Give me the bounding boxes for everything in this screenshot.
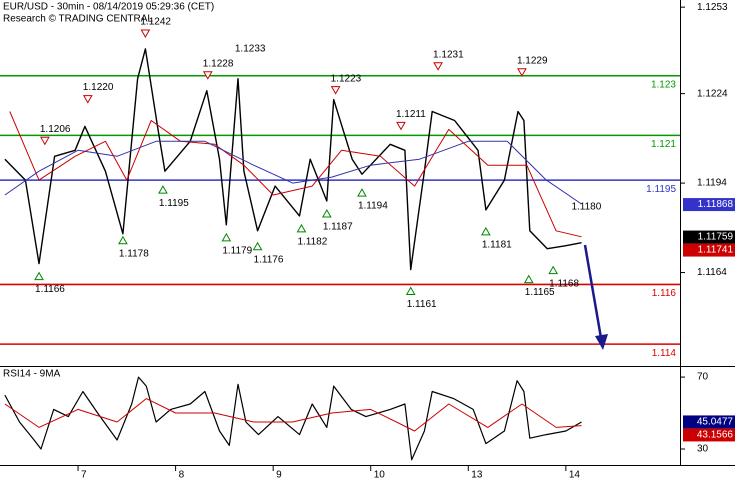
low-marker: [158, 185, 168, 194]
low-label: 1.1195: [159, 198, 189, 209]
y-tick-label: 1.1164: [697, 267, 727, 278]
level-label: 1.116: [652, 288, 677, 299]
high-marker: [82, 95, 93, 104]
low-marker: [357, 188, 367, 197]
x-tick-label: 9: [276, 470, 282, 480]
low-label: 1.1166: [35, 284, 65, 295]
high-label: 1.1220: [83, 82, 114, 93]
low-label: 1.1168: [549, 278, 579, 289]
series-line: [4, 140, 582, 205]
x-tick-label: 10: [374, 470, 386, 480]
y-tick-label: 1.1194: [697, 178, 727, 189]
high-marker: [396, 121, 406, 131]
high-label: 1.1229: [517, 55, 548, 66]
level-label: 1.1195: [646, 184, 676, 195]
price-badge-label: 1.11759: [698, 232, 734, 243]
y-tick-label: 1.1253: [697, 2, 728, 13]
high-marker: [202, 71, 213, 80]
low-marker: [321, 208, 332, 218]
level-label: 1.123: [651, 79, 676, 90]
low-marker: [548, 265, 559, 275]
low-label: 1.1179: [222, 245, 252, 256]
high-label: 1.1228: [203, 58, 234, 69]
series-line: [4, 48, 582, 271]
projection-arrow: [583, 244, 608, 350]
low-label: 1.1194: [358, 201, 388, 212]
high-marker: [40, 136, 50, 146]
low-marker: [221, 232, 232, 242]
x-tick-label: 13: [471, 470, 483, 480]
low-label: 1.1182: [297, 237, 327, 248]
price-badge-label: 45.0477: [697, 417, 734, 428]
low-marker: [480, 226, 491, 236]
low-marker: [405, 286, 416, 296]
price-badge-label: 1.11741: [698, 245, 734, 256]
price-badge-label: 1.11868: [698, 199, 734, 210]
price-badge: [683, 243, 735, 257]
y-tick-label: 1.1224: [697, 88, 728, 99]
price-badge-label: 43.1566: [697, 430, 734, 441]
low-marker: [34, 271, 44, 281]
price-badge: [683, 198, 735, 212]
arrow-head: [595, 334, 608, 350]
x-tick-label: 14: [569, 470, 581, 480]
low-marker: [252, 241, 263, 251]
arrow-shaft: [583, 244, 603, 339]
price-badge: [683, 230, 735, 244]
chart-title: EUR/USD - 30min - 08/14/2019 05:29:36 (C…: [3, 2, 214, 13]
low-label: 1.1176: [254, 254, 284, 265]
high-marker: [517, 68, 527, 77]
low-label: 1.1178: [119, 248, 149, 259]
y-tick-label: 30: [697, 444, 709, 455]
low-label: 1.1187: [323, 222, 353, 233]
price-badge: [683, 415, 735, 429]
high-marker: [140, 29, 151, 38]
x-tick-label: 8: [179, 470, 185, 480]
x-tick-label: 7: [81, 470, 87, 480]
series-line: [9, 111, 582, 238]
high-label: 1.1231: [433, 49, 464, 60]
chart-title: RSI14 - 9MA: [3, 369, 61, 380]
level-label: 1.114: [652, 348, 677, 359]
low-marker: [296, 223, 307, 233]
high-marker: [433, 62, 443, 71]
price-label: 1.1180: [571, 201, 601, 212]
chart-subtitle: Research © TRADING CENTRAL: [3, 14, 153, 25]
series-line: [4, 376, 582, 461]
price-badge: [683, 428, 735, 442]
high-label: 1.1206: [40, 124, 71, 135]
low-label: 1.1181: [482, 240, 512, 251]
series-line: [4, 398, 582, 432]
low-label: 1.1161: [407, 299, 437, 310]
high-label: 1.1223: [331, 73, 362, 84]
high-marker: [330, 86, 341, 95]
y-tick-label: 70: [697, 372, 709, 383]
high-label: 1.1242: [140, 17, 171, 28]
low-label: 1.1165: [525, 287, 555, 298]
low-marker: [118, 235, 128, 245]
low-marker: [523, 274, 534, 284]
price-label: 1.1233: [235, 43, 266, 54]
level-label: 1.121: [651, 139, 676, 150]
high-label: 1.1211: [396, 109, 426, 120]
